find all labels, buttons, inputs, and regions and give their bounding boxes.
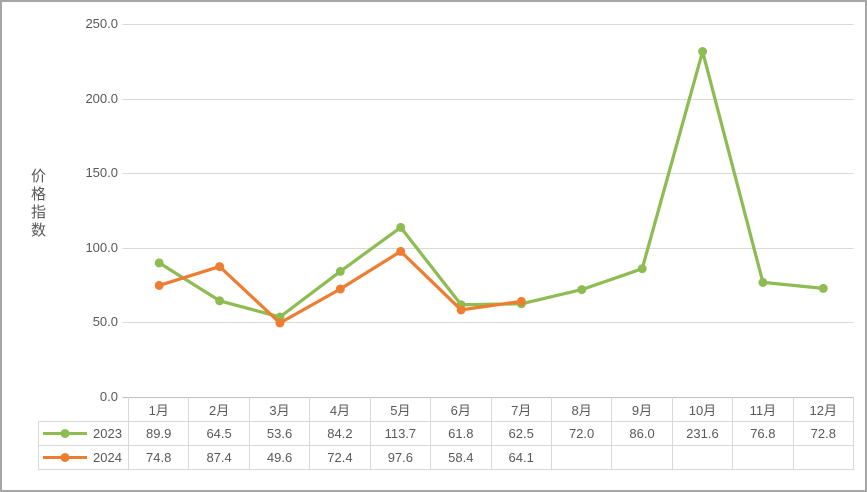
- value-cell-2023: 61.8: [431, 422, 492, 446]
- data-table: 1月 2月 3月 4月 5月 6月 7月 8月 9月 10月 11月 12月 2023 89.9 64.5 5…: [38, 397, 854, 470]
- value-cell-2023: 76.8: [733, 422, 794, 446]
- value-cell-2023: 72.8: [793, 422, 854, 446]
- value-cell-2023: 53.6: [249, 422, 311, 446]
- value-cell-2023: 86.0: [612, 422, 673, 446]
- data-point-2023: [396, 222, 406, 232]
- data-point-2024: [275, 318, 285, 328]
- month-header: 9月: [612, 397, 673, 422]
- value-cell-2024: [672, 446, 734, 470]
- value-cell-2024: [551, 446, 613, 470]
- y-tick-label: 200.0: [85, 90, 118, 106]
- legend-key-2023: 2023: [38, 422, 129, 446]
- series-name-label: 2024: [93, 450, 122, 465]
- month-header: 12月: [793, 397, 854, 422]
- month-header: 2月: [189, 397, 250, 422]
- month-header: 5月: [370, 397, 432, 422]
- data-point-2023: [154, 258, 164, 268]
- value-cell-2024: 58.4: [431, 446, 492, 470]
- month-header: 4月: [310, 397, 371, 422]
- data-point-2023: [577, 285, 587, 295]
- value-cell-2023: 113.7: [370, 422, 432, 446]
- month-header: 3月: [249, 397, 311, 422]
- data-point-2024: [335, 284, 345, 294]
- series-name-label: 2023: [93, 426, 122, 441]
- y-axis-tick-labels: 0.0 50.0 100.0 150.0 200.0 250.0: [42, 2, 118, 490]
- data-point-2023: [698, 47, 708, 56]
- legend-marker-icon: [43, 453, 87, 462]
- value-cell-2024: [612, 446, 673, 470]
- data-point-2024: [154, 280, 164, 290]
- data-point-2023: [335, 266, 345, 276]
- value-cell-2023: 62.5: [491, 422, 552, 446]
- value-cell-2024: 64.1: [491, 446, 552, 470]
- data-point-2023: [818, 283, 828, 293]
- series-2023: [154, 47, 828, 322]
- data-point-2023: [215, 296, 225, 306]
- month-header: 11月: [733, 397, 794, 422]
- value-cell-2024: 74.8: [129, 446, 190, 470]
- data-point-2024: [516, 296, 526, 306]
- value-cell-2024: 97.6: [370, 446, 432, 470]
- value-cell-2023: 89.9: [129, 422, 190, 446]
- data-point-2024: [456, 305, 466, 315]
- value-cell-2023: 64.5: [189, 422, 250, 446]
- value-cell-2023: 84.2: [310, 422, 371, 446]
- series-line-2023: [157, 49, 825, 319]
- series-2024: [154, 246, 526, 328]
- month-header: 1月: [129, 397, 190, 422]
- value-cell-2024: [793, 446, 854, 470]
- y-tick-label: 100.0: [85, 239, 118, 255]
- y-axis-title: 价格指数: [29, 168, 46, 240]
- data-point-2024: [396, 246, 406, 256]
- data-point-2023: [758, 277, 768, 287]
- legend-marker-icon: [43, 429, 87, 438]
- data-point-2024: [215, 262, 225, 272]
- value-cell-2024: 72.4: [310, 446, 371, 470]
- value-cell-2024: 87.4: [189, 446, 250, 470]
- y-tick-label: 150.0: [85, 165, 118, 181]
- y-tick-label: 0.0: [99, 389, 118, 404]
- month-header: 10月: [672, 397, 734, 422]
- data-point-2023: [637, 264, 647, 274]
- y-tick-label: 250.0: [85, 16, 118, 31]
- table-corner-cell: [38, 397, 129, 422]
- month-header: 7月: [491, 397, 552, 422]
- month-header: 6月: [431, 397, 492, 422]
- value-cell-2023: 72.0: [551, 422, 613, 446]
- value-cell-2024: [733, 446, 794, 470]
- value-cell-2024: 49.6: [249, 446, 311, 470]
- value-cell-2023: 231.6: [672, 422, 734, 446]
- y-tick-label: 50.0: [92, 314, 118, 330]
- month-header: 8月: [551, 397, 613, 422]
- legend-key-2024: 2024: [38, 446, 129, 470]
